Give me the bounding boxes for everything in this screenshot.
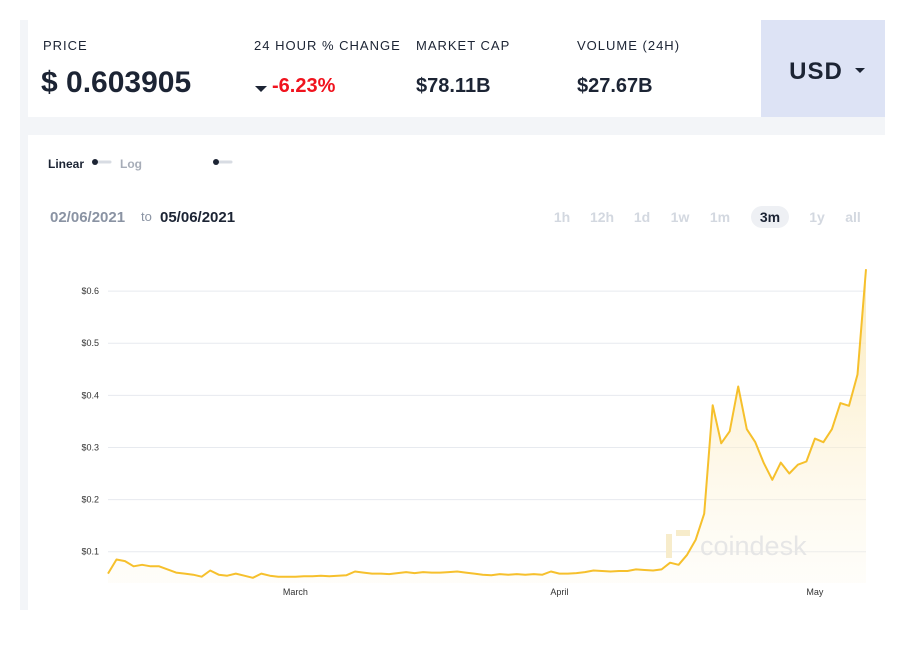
price-line bbox=[107, 269, 867, 579]
range-button[interactable]: all bbox=[845, 209, 861, 225]
x-tick-label: April bbox=[550, 587, 568, 597]
date-sep: to bbox=[141, 209, 152, 224]
area-fill bbox=[108, 269, 866, 583]
price: $ 0.603905 bbox=[41, 66, 191, 99]
currency[interactable]: USD bbox=[789, 58, 843, 85]
header-panel bbox=[28, 20, 761, 117]
watermark-icon bbox=[666, 534, 672, 558]
y-tick-label: $0.1 bbox=[81, 547, 99, 557]
range-button[interactable]: 1m bbox=[710, 209, 730, 225]
volume-label: VOLUME (24H) bbox=[577, 38, 680, 53]
cap-label: MARKET CAP bbox=[416, 38, 510, 53]
linear-label[interactable]: Linear bbox=[48, 157, 84, 171]
log-label[interactable]: Log bbox=[120, 157, 142, 171]
date-to[interactable]: 05/06/2021 bbox=[160, 209, 235, 226]
down-arrow bbox=[255, 86, 267, 92]
range-button[interactable]: 1w bbox=[671, 209, 690, 225]
watermark-icon bbox=[676, 530, 690, 536]
watermark: coindesk bbox=[700, 531, 807, 561]
market-cap: $78.11B bbox=[416, 75, 491, 97]
change-label: 24 HOUR % CHANGE bbox=[254, 38, 401, 53]
range-active-bg[interactable] bbox=[751, 206, 789, 228]
toggle-knob[interactable] bbox=[213, 159, 219, 165]
price-label: PRICE bbox=[43, 38, 88, 53]
y-tick-label: $0.4 bbox=[81, 390, 99, 400]
y-tick-label: $0.6 bbox=[81, 286, 99, 296]
date-from[interactable]: 02/06/2021 bbox=[50, 209, 125, 226]
y-tick-label: $0.5 bbox=[81, 338, 99, 348]
x-tick-label: May bbox=[806, 587, 824, 597]
toggle-knob[interactable] bbox=[92, 159, 98, 165]
range-button[interactable]: 1d bbox=[634, 209, 650, 225]
volume: $27.67B bbox=[577, 75, 653, 97]
y-tick-label: $0.3 bbox=[81, 442, 99, 452]
range-button[interactable]: 1y bbox=[809, 209, 825, 225]
range-button[interactable]: 3m bbox=[760, 209, 780, 225]
caret bbox=[855, 68, 865, 73]
y-tick-label: $0.2 bbox=[81, 495, 99, 505]
change: -6.23% bbox=[272, 75, 336, 97]
range-button[interactable]: 12h bbox=[590, 209, 614, 225]
x-tick-label: March bbox=[283, 587, 308, 597]
range-button[interactable]: 1h bbox=[554, 209, 570, 225]
